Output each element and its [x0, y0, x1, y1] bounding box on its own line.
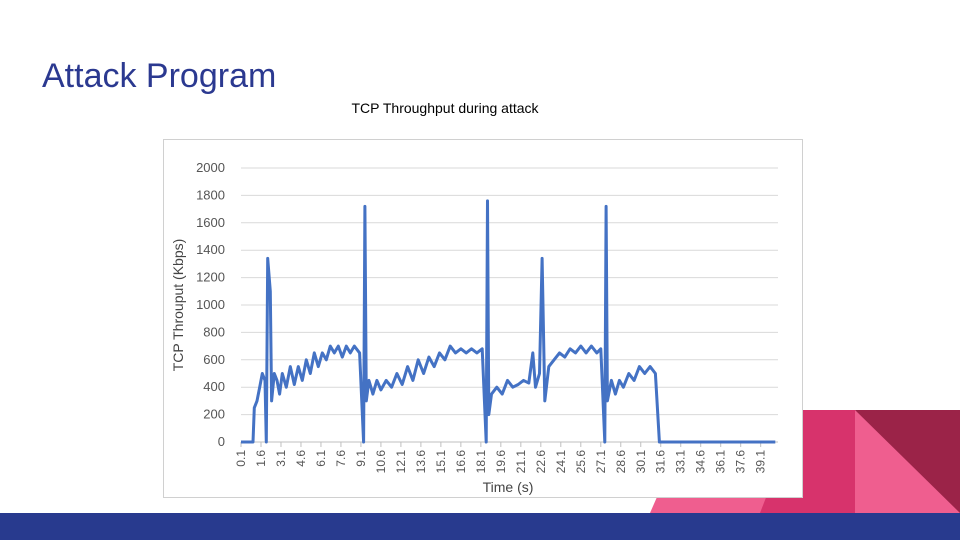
y-tick-label: 1800 — [196, 187, 225, 202]
x-tick-label: 30.1 — [634, 450, 648, 474]
y-tick-label: 200 — [203, 407, 225, 422]
x-tick-label: 13.6 — [414, 450, 428, 474]
x-tick-label: 7.6 — [334, 450, 348, 467]
x-tick-label: 15.1 — [434, 450, 448, 474]
x-tick-label: 36.1 — [714, 450, 728, 474]
chart-area — [163, 139, 803, 498]
x-tick-label: 34.6 — [694, 450, 708, 474]
y-axis-title: TCP Throuput (Kbps) — [170, 239, 186, 372]
x-axis-title: Time (s) — [483, 479, 534, 495]
x-tick-label: 1.6 — [254, 450, 268, 467]
x-tick-label: 9.1 — [354, 450, 368, 467]
x-tick-label: 21.1 — [514, 450, 528, 474]
x-tick-label: 18.1 — [474, 450, 488, 474]
x-tick-label: 16.6 — [454, 450, 468, 474]
y-tick-label: 1600 — [196, 215, 225, 230]
x-tick-label: 0.1 — [234, 450, 248, 467]
y-tick-label: 400 — [203, 379, 225, 394]
x-tick-label: 24.1 — [554, 450, 568, 474]
x-tick-label: 22.6 — [534, 450, 548, 474]
x-tick-label: 19.6 — [494, 450, 508, 474]
slide-title: Attack Program — [42, 57, 276, 95]
x-tick-label: 31.6 — [654, 450, 668, 474]
y-tick-label: 800 — [203, 324, 225, 339]
y-tick-label: 1000 — [196, 297, 225, 312]
decor — [855, 410, 960, 513]
data-line — [241, 199, 776, 444]
x-tick-label: 4.6 — [294, 450, 308, 467]
chart-title: TCP Throughput during attack — [351, 100, 539, 116]
plot: 0 200 400 600 800 1000 1200 1400 1600 1800 2000 0.1… — [196, 160, 778, 473]
x-tick-label: 28.6 — [614, 450, 628, 474]
x-tick-label: 6.1 — [314, 450, 328, 467]
y-tick-label: 1200 — [196, 270, 225, 285]
y-tick-label: 600 — [203, 352, 225, 367]
x-tick-label: 12.1 — [394, 450, 408, 474]
x-tick-label: 33.1 — [674, 450, 688, 474]
x-tick-label: 10.6 — [374, 450, 388, 474]
x-tick-label: 3.1 — [274, 450, 288, 467]
footer-bar — [0, 513, 960, 540]
y-tick-label: 1400 — [196, 242, 225, 257]
y-tick-label: 2000 — [196, 160, 225, 175]
x-tick-label: 25.6 — [574, 450, 588, 474]
x-tick-label: 37.6 — [734, 450, 748, 474]
y-tick-label: 0 — [218, 434, 225, 449]
x-tick-label: 39.1 — [754, 450, 768, 474]
x-tick-label: 27.1 — [594, 450, 608, 474]
